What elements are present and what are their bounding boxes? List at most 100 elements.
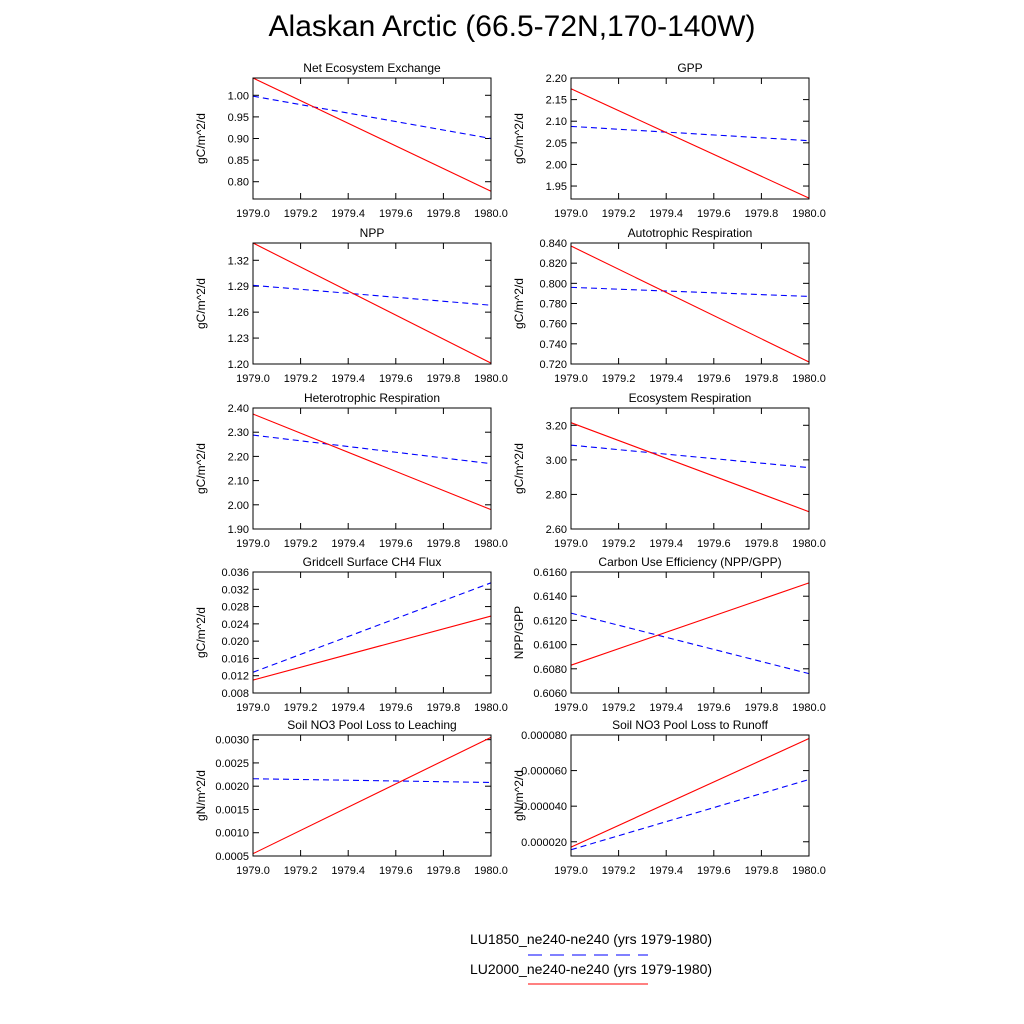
series-line-lu2000 (570, 88, 810, 199)
x-tick-label: 1980.0 (474, 373, 508, 385)
x-tick-label: 1979.2 (602, 865, 636, 877)
y-tick-label: 0.028 (221, 602, 249, 614)
y-axis-label: NPP/GPP (512, 606, 526, 659)
plot-frame (570, 734, 810, 857)
y-tick-label: 0.032 (221, 584, 249, 596)
plot-frame (252, 734, 492, 857)
y-tick-label: 0.760 (539, 319, 567, 331)
x-tick-label: 1979.6 (697, 208, 731, 220)
x-tick-label: 1979.2 (284, 865, 318, 877)
chart-panel: GPP 1.95 2.00 2.05 2.10 2.15 2.20 1979.0 1979.2 1… (512, 61, 826, 220)
series-line-lu1850 (252, 582, 492, 673)
x-tick-label: 1979.4 (331, 865, 365, 877)
plot-frame (252, 407, 492, 530)
y-tick-label: 0.780 (539, 299, 567, 311)
x-tick-label: 1980.0 (474, 208, 508, 220)
y-tick-label: 0.000060 (521, 766, 567, 778)
x-tick-label: 1980.0 (474, 538, 508, 550)
series-line-lu1850 (252, 284, 492, 306)
series-line-lu2000 (252, 77, 492, 192)
plot-frame (252, 77, 492, 200)
plot-frame (570, 242, 810, 365)
panel-title: Ecosystem Respiration (629, 391, 752, 405)
x-tick-label: 1979.8 (427, 208, 461, 220)
chart-panel: Gridcell Surface CH4 Flux 0.008 0.012 0.016… (194, 555, 508, 714)
x-tick-label: 1980.0 (792, 373, 826, 385)
x-tick-label: 1979.6 (697, 702, 731, 714)
legend-label-lu1850: LU1850_ne240-ne240 (yrs 1979-1980) (470, 931, 713, 947)
y-tick-label: 0.6060 (533, 688, 567, 700)
y-tick-label: 1.95 (546, 181, 567, 193)
y-tick-label: 0.800 (539, 278, 567, 290)
y-tick-label: 2.20 (546, 73, 567, 85)
series-line-lu2000 (252, 242, 492, 364)
y-tick-label: 0.740 (539, 339, 567, 351)
y-tick-label: 1.26 (228, 307, 249, 319)
series-line-lu2000 (570, 422, 810, 513)
plot-frame (570, 407, 810, 530)
y-tick-label: 0.720 (539, 359, 567, 371)
y-axis-label: gC/m^2/d (194, 607, 208, 658)
x-tick-label: 1980.0 (792, 538, 826, 550)
x-tick-label: 1979.8 (427, 865, 461, 877)
series-line-lu1850 (252, 778, 492, 784)
x-tick-label: 1979.8 (427, 373, 461, 385)
chart-panel: Net Ecosystem Exchange 0.80 0.85 0.90 0.95 1.… (194, 61, 508, 220)
chart-panel: Carbon Use Efficiency (NPP/GPP) 0.6060 0.6… (512, 555, 826, 714)
x-tick-label: 1979.4 (331, 208, 365, 220)
y-tick-label: 0.6080 (533, 664, 567, 676)
x-tick-label: 1979.8 (427, 702, 461, 714)
x-tick-label: 1979.4 (649, 865, 683, 877)
legend-line-lu2000 (528, 983, 648, 985)
panel-title: NPP (360, 226, 385, 240)
plot-frame (252, 242, 492, 365)
y-tick-label: 2.20 (228, 451, 249, 463)
x-tick-label: 1979.8 (745, 373, 779, 385)
x-tick-label: 1980.0 (792, 865, 826, 877)
y-tick-label: 2.15 (546, 95, 567, 107)
x-tick-label: 1979.8 (427, 538, 461, 550)
y-axis-label: gC/m^2/d (512, 278, 526, 329)
chart-panel: Soil NO3 Pool Loss to Runoff 0.000020 0.00… (512, 718, 826, 877)
x-tick-label: 1979.2 (284, 538, 318, 550)
series-line-lu2000 (252, 615, 492, 681)
y-tick-label: 0.840 (539, 238, 567, 250)
x-tick-label: 1979.4 (649, 702, 683, 714)
y-tick-label: 0.0010 (215, 828, 249, 840)
x-tick-label: 1979.0 (554, 865, 588, 877)
x-tick-label: 1980.0 (792, 208, 826, 220)
y-axis-label: gN/m^2/d (512, 770, 526, 821)
y-axis-label: gC/m^2/d (194, 113, 208, 164)
legend-line-lu1850 (528, 954, 648, 956)
y-tick-label: 0.6160 (533, 567, 567, 579)
y-axis-label: gC/m^2/d (194, 278, 208, 329)
series-line-lu1850 (570, 612, 810, 675)
series-line-lu2000 (252, 736, 492, 855)
page-title: Alaskan Arctic (66.5-72N,170-140W) (268, 10, 756, 43)
y-tick-label: 1.20 (228, 359, 249, 371)
x-tick-label: 1979.6 (697, 373, 731, 385)
panel-title: Heterotrophic Respiration (304, 391, 440, 405)
x-tick-label: 1979.4 (331, 702, 365, 714)
x-tick-label: 1979.4 (649, 538, 683, 550)
x-tick-label: 1980.0 (792, 702, 826, 714)
y-tick-label: 1.90 (228, 524, 249, 536)
y-tick-label: 0.020 (221, 636, 249, 648)
panel-title: Autotrophic Respiration (628, 226, 753, 240)
chart-panel: Autotrophic Respiration 0.720 0.740 0.760 0.… (512, 226, 826, 385)
panel-title: GPP (677, 61, 702, 75)
y-tick-label: 0.008 (221, 688, 249, 700)
y-tick-label: 2.10 (228, 476, 249, 488)
x-tick-label: 1979.0 (554, 208, 588, 220)
x-tick-label: 1979.2 (284, 373, 318, 385)
y-tick-label: 2.05 (546, 138, 567, 150)
panel-title: Gridcell Surface CH4 Flux (303, 555, 442, 569)
x-tick-label: 1979.6 (379, 702, 413, 714)
y-tick-label: 2.30 (228, 427, 249, 439)
y-tick-label: 3.20 (546, 420, 567, 432)
panel-title: Soil NO3 Pool Loss to Runoff (612, 718, 769, 732)
panel-title: Net Ecosystem Exchange (303, 61, 441, 75)
y-tick-label: 0.6140 (533, 591, 567, 603)
x-tick-label: 1979.8 (745, 702, 779, 714)
x-tick-label: 1979.6 (697, 865, 731, 877)
